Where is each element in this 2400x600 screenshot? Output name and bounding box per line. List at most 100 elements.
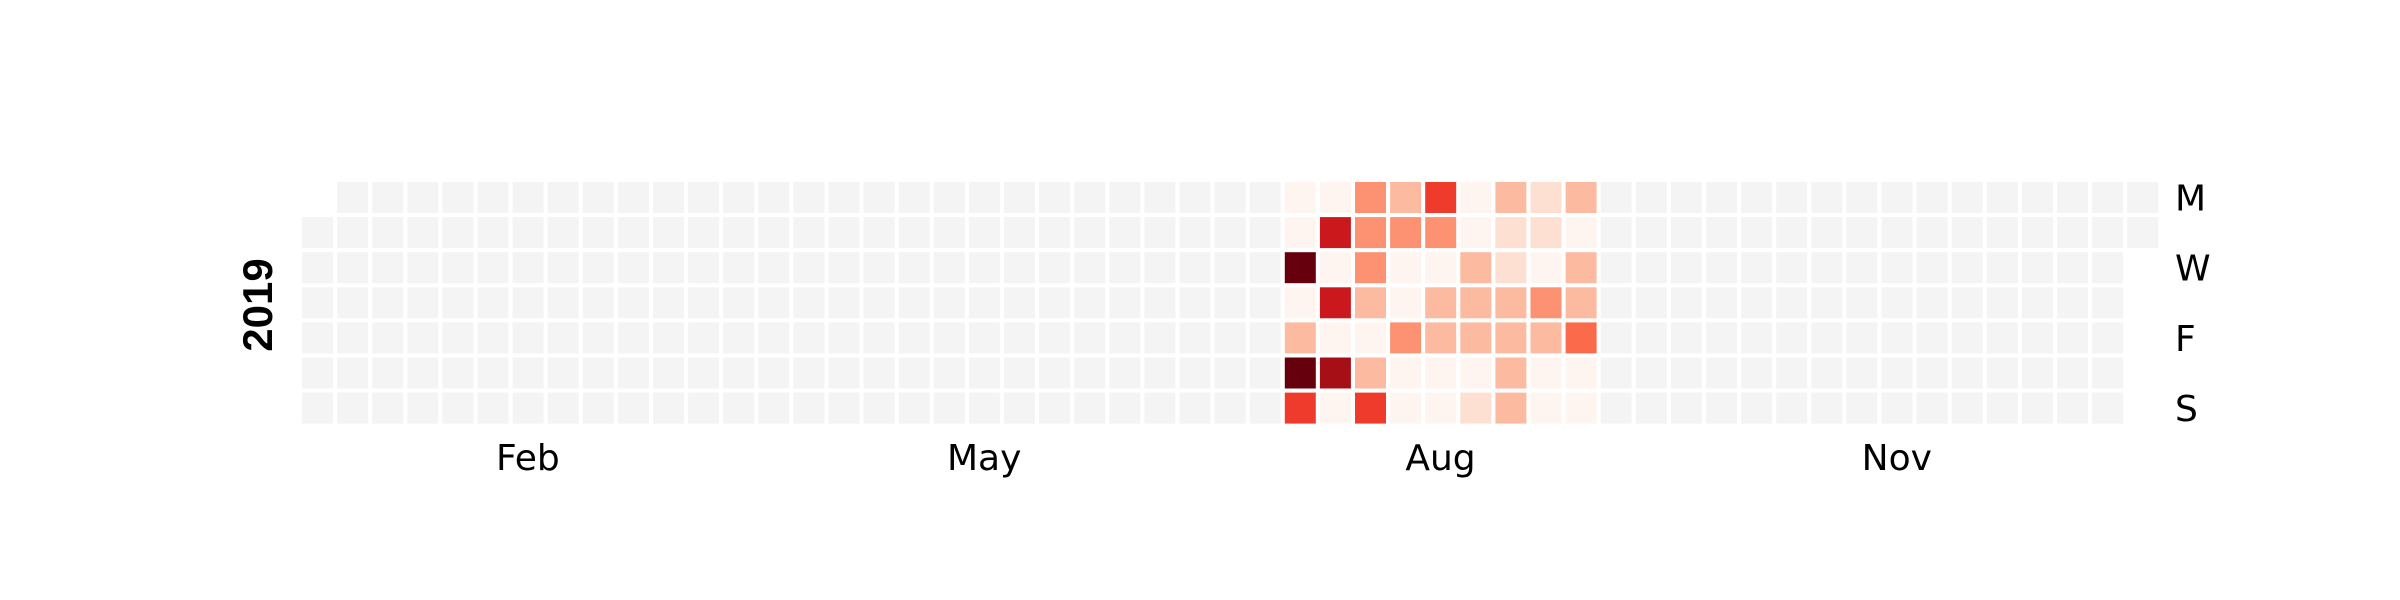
day-cell xyxy=(898,182,930,213)
day-cell xyxy=(1530,357,1562,389)
day-cell xyxy=(407,357,439,389)
day-cell xyxy=(477,357,509,389)
day-cell xyxy=(1214,287,1246,319)
day-cell xyxy=(723,357,755,389)
day-cell xyxy=(2021,217,2053,249)
day-cell xyxy=(1390,357,1422,389)
day-cell xyxy=(1776,217,1808,249)
day-cell xyxy=(1846,322,1878,354)
day-cell xyxy=(1881,357,1913,389)
day-cell xyxy=(1144,217,1176,249)
day-cell xyxy=(372,287,404,319)
day-cell xyxy=(1249,252,1281,284)
day-cell xyxy=(1460,357,1492,389)
day-cell xyxy=(442,182,474,213)
day-cell xyxy=(653,357,684,389)
day-cell xyxy=(1144,252,1176,284)
day-cell xyxy=(723,252,755,284)
day-cell xyxy=(547,252,579,284)
day-cell xyxy=(302,252,333,284)
day-cell xyxy=(1249,217,1281,249)
day-cell xyxy=(828,392,860,424)
day-cell xyxy=(1425,287,1457,319)
day-cell xyxy=(2021,392,2053,424)
day-cell xyxy=(1214,357,1246,389)
weekday-label-w: W xyxy=(2175,249,2211,290)
day-cell xyxy=(1600,287,1632,319)
day-cell xyxy=(1214,182,1246,213)
day-cell xyxy=(1004,217,1035,249)
day-cell xyxy=(1074,252,1106,284)
day-cell xyxy=(302,287,333,319)
day-cell xyxy=(1179,287,1211,319)
day-cell xyxy=(933,182,965,213)
day-cell xyxy=(1284,392,1316,424)
day-cell xyxy=(793,287,825,319)
day-cell xyxy=(1846,182,1878,213)
day-cell xyxy=(1004,322,1035,354)
day-cell xyxy=(1390,252,1422,284)
day-cell xyxy=(1284,322,1316,354)
weekday-label-s: S xyxy=(2175,389,2198,430)
day-cell xyxy=(1706,252,1737,284)
day-cell xyxy=(617,357,649,389)
day-cell xyxy=(793,252,825,284)
day-cell xyxy=(1741,252,1773,284)
day-cell xyxy=(1319,322,1351,354)
day-cell xyxy=(2021,287,2053,319)
day-cell xyxy=(1074,357,1106,389)
day-cell xyxy=(793,392,825,424)
day-cell xyxy=(1530,182,1562,213)
day-cell xyxy=(337,287,369,319)
day-cell xyxy=(547,182,579,213)
day-cell xyxy=(1460,217,1492,249)
day-cell xyxy=(1951,357,1983,389)
day-cell xyxy=(302,217,333,249)
day-cell xyxy=(1635,182,1667,213)
day-cell xyxy=(1495,322,1527,354)
day-cell xyxy=(1039,182,1071,213)
day-cell xyxy=(1355,357,1386,389)
day-cell xyxy=(688,252,720,284)
day-cell xyxy=(1109,182,1141,213)
day-cell xyxy=(442,322,474,354)
month-label-feb: Feb xyxy=(496,438,560,479)
day-cell xyxy=(1039,392,1071,424)
day-cell xyxy=(1284,182,1316,213)
day-cell xyxy=(898,322,930,354)
day-cell xyxy=(442,357,474,389)
day-cell xyxy=(1355,287,1386,319)
day-cell xyxy=(1074,287,1106,319)
day-cell xyxy=(1460,287,1492,319)
day-cell xyxy=(337,357,369,389)
day-cell xyxy=(1109,217,1141,249)
day-cell xyxy=(1530,217,1562,249)
day-cell xyxy=(898,252,930,284)
day-cell xyxy=(337,182,369,213)
day-cell xyxy=(2057,217,2088,249)
day-cell xyxy=(1916,252,1948,284)
day-cell xyxy=(758,322,790,354)
day-cell xyxy=(1951,252,1983,284)
day-cell xyxy=(1319,287,1351,319)
day-cell xyxy=(1284,217,1316,249)
day-cell xyxy=(1425,392,1457,424)
day-cell xyxy=(1319,252,1351,284)
day-cell xyxy=(1179,357,1211,389)
day-cell xyxy=(1741,322,1773,354)
day-cell xyxy=(372,322,404,354)
day-cell xyxy=(793,182,825,213)
day-cell xyxy=(1811,182,1843,213)
day-cell xyxy=(1425,252,1457,284)
day-cell xyxy=(968,217,1000,249)
day-cell xyxy=(1741,392,1773,424)
day-cell xyxy=(828,287,860,319)
day-cell xyxy=(898,357,930,389)
weekday-label-m: M xyxy=(2175,179,2206,220)
day-cell xyxy=(1355,392,1386,424)
day-cell xyxy=(582,392,614,424)
day-cell xyxy=(1916,217,1948,249)
day-cell xyxy=(1776,392,1808,424)
day-cell xyxy=(688,392,720,424)
day-cell xyxy=(1706,182,1737,213)
